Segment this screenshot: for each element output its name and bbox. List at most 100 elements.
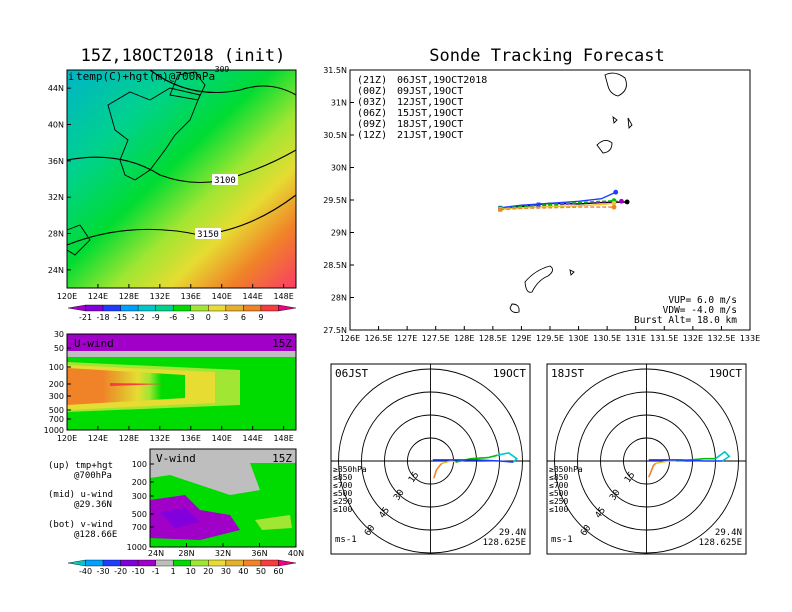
map-label: temp(C)+hgt(m)@700hPa [76,70,215,83]
map-lon-label: 140E [212,292,232,301]
track-legend-code: (00Z) [357,86,387,97]
v-colorbar-swatch [173,559,191,567]
u-p-label: 500 [49,406,64,415]
colorbar-swatch [85,304,104,312]
map-lat-label: 40N [48,121,64,130]
colorbar-label: 3 [223,313,228,322]
hodo-unit: ms-1 [551,535,573,545]
hodo-trace [441,460,456,465]
v-p-label: 200 [132,478,147,487]
hodo-level-label: ≤500 [549,489,568,498]
v-colorbar-label: -30 [97,567,110,576]
u-p-label: 700 [49,415,64,424]
colorbar-swatch [225,304,244,312]
u-wind-label: U-wind [74,337,114,350]
v-colorbar-swatch [85,559,104,567]
track-series [498,189,630,212]
u-wind-lon-ticks: 120E 124E 128E 132E 136E 140E 144E 148E [57,426,294,443]
map-lat-label: 44N [48,84,64,93]
colorbar-label: -15 [114,313,127,322]
v-colorbar-label: -20 [114,567,127,576]
panel-notes: (up) tmp+hgt@700hPa (mid) u-wind@29.36N (b… [48,461,117,540]
track-endpoint [619,198,624,204]
island-small-1 [627,117,633,129]
map-lat-label: 36N [48,157,64,166]
hodo-trace [497,452,519,463]
map-lat-label: 24N [48,266,64,275]
hodo-level-label: ≤500 [333,489,352,498]
map-lon-label: 128E [119,292,139,301]
colorbar-label: -9 [152,313,160,322]
track-line [500,191,616,209]
colorbar-swatch [278,304,297,312]
track-y-label: 28.5N [323,261,347,270]
map-label-prefix: i [68,72,74,83]
island-small-2 [612,115,618,124]
track-param: VDW= -4.0 m/s [663,305,737,316]
track-legend-code: (09Z) [357,119,387,130]
note-line: @128.66E [74,530,117,540]
contour-label-3150: 3150 [197,230,219,240]
coastline-china [66,224,91,256]
island-tokunoshima [509,303,520,313]
track-x-label: 132E [683,334,703,343]
hodo-level-label: ≤250 [549,497,568,506]
v-colorbar-swatch [120,559,139,567]
map-title: 15Z,18OCT2018 (init) [81,46,286,66]
u-p-label: 100 [49,363,64,372]
colorbar-label: -21 [79,313,92,322]
v-colorbar-label: 20 [203,567,213,576]
track-legend-text: 09JST,19OCT [397,86,463,97]
map-lon-ticks: 120E 124E 128E 132E 136E 140E 144E 148E [57,284,294,301]
v-colorbar-swatch [137,559,156,567]
track-legend-code: (12Z) [357,130,387,141]
coastline-hokkaido [169,71,206,101]
hodo-time: 18JST [551,367,584,380]
v-colorbar-label: -40 [79,567,92,576]
track-x-label: 130E [568,334,588,343]
island-small-3 [569,269,575,276]
v-colorbar-label: 10 [186,567,196,576]
track-x-label: 131E [626,334,646,343]
v-lat-label: 40N [288,549,304,558]
hodo-level-label: ≤250 [333,497,352,506]
v-p-label: 700 [132,523,147,532]
v-colorbar-label: 50 [256,567,266,576]
v-wind-gray-region [150,463,260,495]
hodo-time: 06JST [335,367,368,380]
note-line: (up) tmp+hgt [48,461,113,471]
colorbar-label: -6 [169,313,177,322]
track-x-ticks: 126E 126.5E 127E 127.5E 128E 128.5E 129E 129.5E… [340,326,760,343]
tracking-title: Sonde Tracking Forecast [429,46,664,66]
island-kyushu [604,72,627,97]
island-tanegashima [596,140,613,154]
map-lon-label: 132E [150,292,170,301]
u-lon-label: 120E [57,434,77,443]
hodo-level-label: ≤850 [333,473,352,482]
v-wind-strong-negative [160,508,200,528]
hodo-date: 19OCT [709,367,742,380]
contour-label-3100: 3100 [214,176,236,186]
track-x-label: 127.5E [422,334,450,343]
colorbar-swatch [67,304,86,312]
colorbar-swatch [102,304,121,312]
track-legend-text: 06JST,19OCT2018 [397,75,487,86]
map-lat-label: 32N [48,193,64,202]
hodo-trace [715,450,731,462]
colorbar-label: 6 [241,313,246,322]
track-legend-code: (21Z) [357,75,387,86]
contour-3050 [149,69,297,96]
temperature-field [67,70,296,288]
colorbar-swatch [155,304,174,312]
track-legend-code: (03Z) [357,97,387,108]
contour-label-bg [212,174,238,185]
map-lon-label: 136E [181,292,201,301]
track-legend-text: 15JST,19OCT [397,108,463,119]
colorbar-swatch [243,304,262,312]
hodo-level-label: ≤700 [549,481,568,490]
hodo-level-label: ≤100 [333,505,352,514]
map-lon-label: 148E [273,292,293,301]
